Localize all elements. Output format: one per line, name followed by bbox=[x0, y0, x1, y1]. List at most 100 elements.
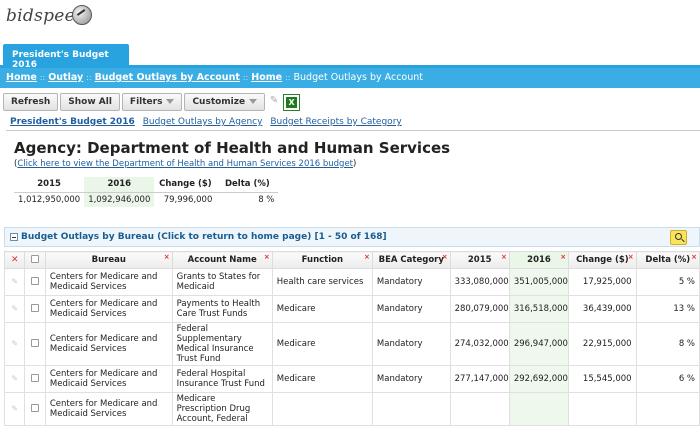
breadcrumb-separator: :: bbox=[86, 73, 92, 82]
summary-value-2016: 1,092,946,000 bbox=[84, 191, 155, 207]
filters-label: Filters bbox=[129, 97, 163, 107]
link-budget-receipts-by-category[interactable]: Budget Receipts by Category bbox=[270, 117, 402, 127]
breadcrumb-outlay[interactable]: Outlay bbox=[48, 72, 84, 83]
row-select-cell[interactable] bbox=[24, 295, 46, 323]
row-select-cell[interactable] bbox=[24, 392, 46, 426]
clear-selection-header[interactable]: ✕ bbox=[3, 251, 26, 269]
logo-magnifier-icon bbox=[72, 5, 92, 25]
summary-value-change: 79,996,000 bbox=[154, 191, 217, 207]
cell-2016: 316,518,000 bbox=[508, 295, 570, 323]
logo-text[interactable]: bidspeed bbox=[6, 6, 87, 26]
table-row[interactable]: ✎ Centers for Medicare and Medicaid Servi… bbox=[3, 365, 700, 393]
row-checkbox[interactable] bbox=[31, 276, 40, 285]
summary-value-2015: 1,012,950,000 bbox=[14, 191, 85, 207]
customize-label: Customize bbox=[192, 97, 246, 107]
row-checkbox[interactable] bbox=[31, 338, 40, 347]
column-header-function[interactable]: Function × bbox=[271, 251, 373, 269]
cell-delta: 8 % bbox=[635, 322, 700, 366]
column-label: Change ($) bbox=[576, 255, 629, 265]
row-checkbox[interactable] bbox=[31, 403, 40, 412]
breadcrumb: Home:: Outlay:: Budget Outlays by Account:… bbox=[0, 68, 700, 88]
breadcrumb-home-2[interactable]: Home bbox=[251, 72, 283, 83]
row-edit-cell[interactable]: ✎ bbox=[3, 322, 26, 366]
cell-2015: 333,080,000 bbox=[449, 268, 510, 296]
cell-2015: 280,079,000 bbox=[449, 295, 510, 323]
show-all-button[interactable]: Show All bbox=[60, 93, 120, 111]
cell-bea-category: Mandatory bbox=[371, 322, 451, 366]
row-select-cell[interactable] bbox=[24, 322, 46, 366]
pencil-icon[interactable]: ✎ bbox=[269, 95, 279, 106]
column-header-2016[interactable]: 2016 × bbox=[508, 251, 570, 269]
collapse-icon[interactable] bbox=[10, 232, 18, 241]
cell-change: 36,439,000 bbox=[568, 295, 637, 323]
column-header-delta[interactable]: Delta (%) × bbox=[635, 251, 700, 269]
row-edit-cell[interactable]: ✎ bbox=[3, 268, 26, 296]
summary-header-change: Change ($) bbox=[154, 177, 217, 193]
column-header-bea-category[interactable]: BEA Category × bbox=[371, 251, 451, 269]
edit-icon[interactable]: ✎ bbox=[11, 374, 19, 383]
row-edit-cell[interactable]: ✎ bbox=[3, 365, 26, 393]
cell-bea-category bbox=[371, 392, 451, 426]
link-presidents-budget-2016[interactable]: President's Budget 2016 bbox=[10, 117, 135, 127]
breadcrumb-budget-outlays-by-account[interactable]: Budget Outlays by Account bbox=[94, 72, 240, 83]
page-title: Agency: Department of Health and Human S… bbox=[14, 139, 451, 157]
sort-marker-icon: × bbox=[560, 253, 567, 261]
summary-header-2015: 2015 bbox=[14, 177, 85, 193]
cell-2015: 277,147,000 bbox=[449, 365, 510, 393]
table-row[interactable]: ✎ Centers for Medicare and Medicaid Servi… bbox=[3, 322, 700, 366]
cell-2016: 296,947,000 bbox=[508, 322, 570, 366]
cell-bureau: Centers for Medicare and Medicaid Servic… bbox=[44, 392, 173, 426]
search-button[interactable] bbox=[670, 230, 687, 245]
edit-icon[interactable]: ✎ bbox=[11, 304, 19, 313]
grid-header: Budget Outlays by Bureau (Click to retur… bbox=[4, 227, 700, 247]
chevron-down-icon bbox=[166, 99, 175, 104]
close-icon[interactable]: ✕ bbox=[10, 255, 19, 265]
breadcrumb-home[interactable]: Home bbox=[6, 72, 37, 83]
table-row[interactable]: ✎ Centers for Medicare and Medicaid Servi… bbox=[3, 392, 700, 426]
row-select-cell[interactable] bbox=[24, 268, 46, 296]
row-edit-cell[interactable]: ✎ bbox=[3, 295, 26, 323]
column-header-2015[interactable]: 2015 × bbox=[449, 251, 510, 269]
edit-icon[interactable]: ✎ bbox=[11, 277, 19, 286]
tab-presidents-budget-2016[interactable]: President's Budget 2016 bbox=[3, 44, 129, 70]
edit-icon[interactable]: ✎ bbox=[11, 404, 19, 413]
logo-bar: bidspeed bbox=[0, 0, 700, 44]
grid-title[interactable]: Budget Outlays by Bureau (Click to retur… bbox=[10, 232, 387, 242]
sort-marker-icon: × bbox=[163, 253, 170, 261]
excel-export-icon[interactable] bbox=[283, 93, 301, 111]
cell-function: Medicare bbox=[271, 322, 373, 366]
edit-icon[interactable]: ✎ bbox=[11, 339, 19, 348]
select-all-checkbox[interactable] bbox=[31, 254, 40, 263]
cell-change: 22,915,000 bbox=[568, 322, 637, 366]
table-body: ✎ Centers for Medicare and Medicaid Servi… bbox=[3, 268, 700, 426]
divider bbox=[6, 130, 700, 131]
budget-link-close-paren: ) bbox=[353, 159, 357, 169]
cell-account-name: Payments to Health Care Trust Funds bbox=[171, 295, 273, 323]
cell-bureau: Centers for Medicare and Medicaid Servic… bbox=[44, 268, 173, 296]
cell-function: Health care services bbox=[271, 268, 373, 296]
column-header-account-name[interactable]: Account Name × bbox=[171, 251, 273, 269]
row-checkbox[interactable] bbox=[31, 373, 40, 382]
row-checkbox[interactable] bbox=[31, 303, 40, 312]
budget-link[interactable]: Click here to view the Department of Hea… bbox=[17, 159, 354, 169]
summary-value-delta: 8 % bbox=[216, 191, 279, 207]
column-label: 2016 bbox=[527, 255, 551, 265]
refresh-button[interactable]: Refresh bbox=[3, 93, 59, 111]
breadcrumb-current: Budget Outlays by Account bbox=[293, 72, 424, 83]
row-select-cell[interactable] bbox=[24, 365, 46, 393]
customize-button[interactable]: Customize bbox=[184, 93, 266, 111]
sort-marker-icon: × bbox=[263, 253, 270, 261]
row-edit-cell[interactable]: ✎ bbox=[3, 392, 26, 426]
column-header-change[interactable]: Change ($) × bbox=[568, 251, 637, 269]
select-all-header[interactable] bbox=[24, 251, 46, 269]
tab-strip: President's Budget 2016 bbox=[0, 44, 700, 70]
column-header-bureau[interactable]: Bureau × bbox=[44, 251, 173, 269]
cell-2015: 274,032,000 bbox=[449, 322, 510, 366]
cell-2016: 292,692,000 bbox=[508, 365, 570, 393]
table-row[interactable]: ✎ Centers for Medicare and Medicaid Servi… bbox=[3, 295, 700, 323]
filters-button[interactable]: Filters bbox=[121, 93, 183, 111]
breadcrumb-separator: :: bbox=[39, 73, 46, 82]
link-budget-outlays-by-agency[interactable]: Budget Outlays by Agency bbox=[142, 117, 263, 127]
cell-2016 bbox=[508, 392, 570, 426]
table-row[interactable]: ✎ Centers for Medicare and Medicaid Servi… bbox=[3, 268, 700, 296]
